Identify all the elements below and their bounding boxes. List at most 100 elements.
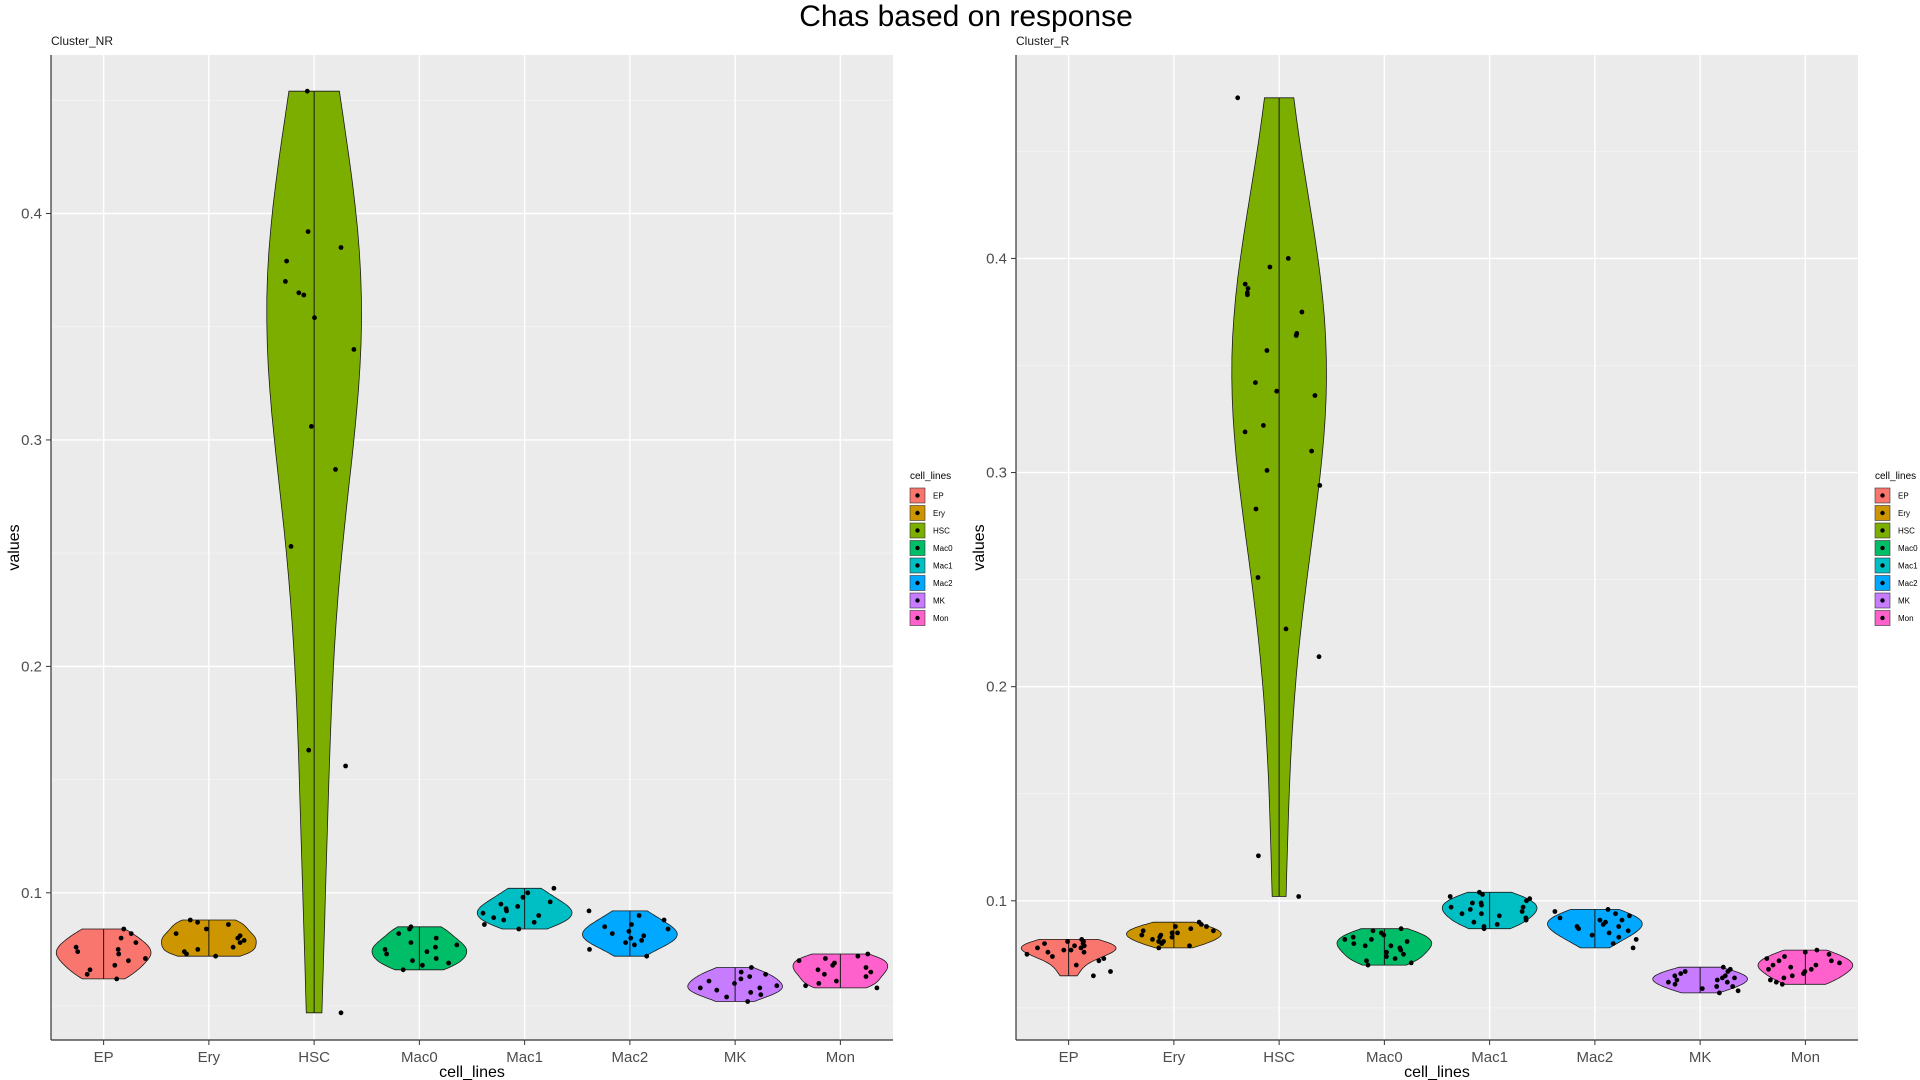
data-point: [1081, 949, 1087, 955]
legend-label-EP: EP: [933, 492, 944, 501]
data-point: [632, 942, 637, 948]
panel-Cluster_NR: Cluster_NR 0.1 0.2 0.3 0.4 EP Ery HSC Mac0 Mac1 Ma…: [6, 34, 953, 1080]
data-point: [1245, 292, 1250, 298]
data-point: [1814, 947, 1820, 953]
data-point: [738, 976, 744, 982]
data-point: [863, 974, 869, 979]
data-point: [1139, 932, 1145, 938]
y-tick-label: 0.1: [986, 893, 1007, 910]
data-point: [501, 917, 507, 923]
legend-label-Mac1: Mac1: [1898, 562, 1918, 571]
y-tick-label: 0.4: [21, 206, 42, 223]
data-point: [626, 928, 632, 934]
data-point: [230, 944, 236, 950]
y-axis-title: values: [6, 524, 23, 570]
data-point: [121, 926, 127, 932]
legend-key-point: [1880, 563, 1885, 568]
data-point: [118, 935, 124, 941]
data-point: [84, 971, 90, 977]
data-point: [382, 947, 388, 952]
y-tick-label: 0.2: [986, 679, 1007, 696]
data-point: [1766, 966, 1771, 972]
legend-label-HSC: HSC: [1898, 527, 1915, 536]
data-point: [1782, 954, 1787, 959]
x-tick-label: Mon: [1791, 1049, 1820, 1066]
data-point: [763, 971, 768, 977]
data-point: [547, 899, 553, 905]
data-point: [1404, 939, 1410, 944]
data-point: [639, 938, 644, 943]
legend-key-point: [1880, 598, 1885, 603]
data-point: [309, 424, 314, 429]
data-point: [1496, 913, 1502, 919]
data-point: [1156, 945, 1162, 951]
data-point: [433, 956, 439, 961]
data-point: [1448, 904, 1454, 910]
data-point: [1606, 930, 1612, 936]
data-point: [747, 974, 753, 979]
x-tick-label: Ery: [198, 1049, 221, 1066]
x-axis-title: cell_lines: [439, 1064, 505, 1080]
data-point: [665, 926, 671, 932]
data-point: [815, 967, 821, 973]
data-point: [338, 245, 344, 250]
data-point: [1264, 468, 1270, 473]
legend-label-Mac1: Mac1: [933, 562, 953, 571]
data-point: [115, 947, 121, 952]
data-point: [796, 958, 802, 964]
x-tick-label: Mac1: [506, 1049, 543, 1066]
data-point: [1781, 975, 1787, 981]
x-tick-label: HSC: [1263, 1049, 1295, 1066]
data-point: [343, 763, 348, 769]
data-point: [1802, 969, 1808, 974]
data-point: [1369, 937, 1374, 942]
data-point: [1242, 429, 1248, 435]
data-point: [491, 915, 497, 921]
data-point: [1362, 943, 1368, 949]
data-point: [1459, 911, 1465, 917]
legend-label-EP: EP: [1898, 492, 1909, 501]
data-point: [1312, 393, 1318, 398]
legend-key-point: [1880, 545, 1885, 551]
data-point: [1309, 448, 1314, 454]
data-point: [1370, 928, 1376, 934]
data-point: [1364, 958, 1369, 964]
data-point: [1724, 979, 1730, 985]
facet-label: Cluster_NR: [51, 34, 113, 48]
data-point: [1768, 977, 1773, 983]
legend-label-MK: MK: [1898, 597, 1911, 606]
data-point: [1256, 853, 1261, 859]
data-point: [1351, 941, 1357, 946]
data-point: [1156, 939, 1162, 944]
data-point: [1720, 964, 1726, 970]
data-point: [1342, 937, 1348, 942]
data-point: [1770, 962, 1776, 968]
data-point: [1788, 964, 1794, 970]
data-point: [1169, 934, 1175, 940]
x-tick-label: Mac0: [401, 1049, 438, 1066]
panel-Cluster_R: Cluster_R 0.1 0.2 0.3 0.4 EP Ery HSC Mac0 Mac1 Mac…: [971, 34, 1918, 1080]
y-axis-title: values: [971, 524, 988, 570]
data-point: [1253, 506, 1259, 512]
data-point: [641, 933, 647, 939]
data-point: [408, 924, 414, 930]
legend-label-Mac2: Mac2: [1898, 579, 1918, 588]
data-point: [503, 906, 509, 912]
data-point: [1732, 975, 1737, 981]
data-point: [714, 987, 720, 993]
data-point: [1245, 286, 1251, 291]
data-point: [237, 940, 243, 945]
data-point: [306, 747, 312, 753]
data-point: [1073, 962, 1079, 968]
data-point: [724, 994, 729, 1000]
data-point: [1527, 896, 1533, 902]
data-point: [75, 949, 81, 955]
data-point: [87, 967, 93, 973]
legend: cell_lines EP Ery HSC Mac0 Mac1 Mac2 MK Mon: [1874, 471, 1918, 626]
data-point: [525, 890, 531, 896]
data-point: [1789, 973, 1795, 979]
x-tick-label: Mac0: [1366, 1049, 1403, 1066]
data-point: [551, 885, 557, 891]
data-point: [1101, 956, 1107, 961]
data-point: [1625, 928, 1631, 934]
